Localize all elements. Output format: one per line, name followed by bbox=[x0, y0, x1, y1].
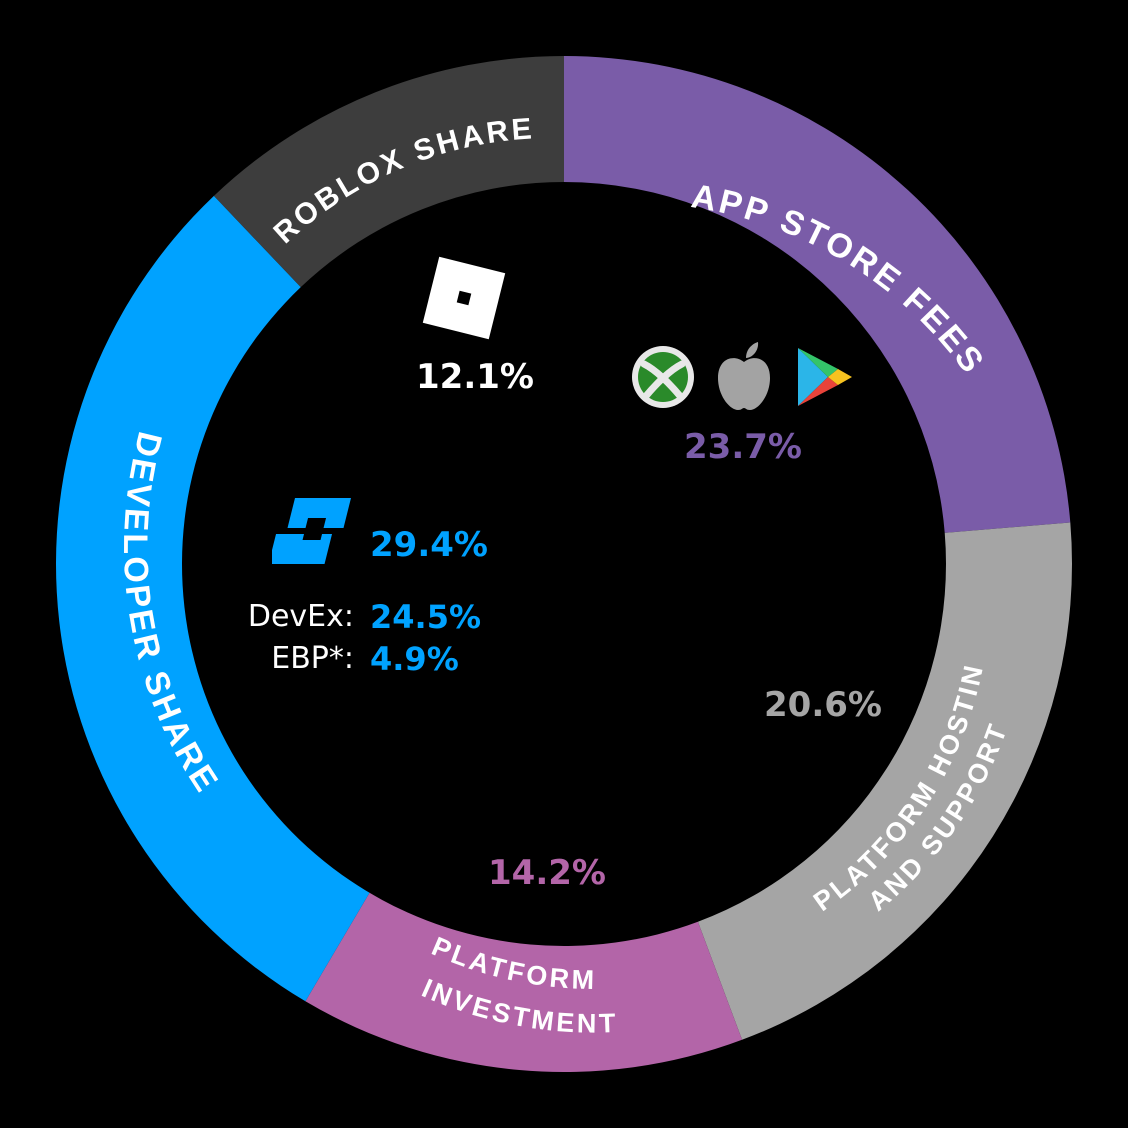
platform-investment-value: 14.2% bbox=[488, 853, 606, 893]
app-store-fees-value: 23.7% bbox=[684, 427, 802, 467]
apple-icon bbox=[718, 342, 770, 410]
donut-slice-platform-investment bbox=[305, 892, 743, 1072]
roblox-studio-icon bbox=[272, 498, 352, 564]
xbox-icon bbox=[632, 346, 694, 408]
ebp-value: 4.9% bbox=[370, 640, 459, 678]
donut-slice-roblox-share bbox=[213, 56, 565, 288]
donut-slice-platform-hosting-and-support bbox=[697, 522, 1072, 1040]
developer-share-value: 29.4% bbox=[370, 525, 488, 565]
roblox-share-value: 12.1% bbox=[416, 357, 534, 397]
platform-hosting-value: 20.6% bbox=[764, 685, 882, 725]
devex-value: 24.5% bbox=[370, 598, 482, 636]
ebp-label: EBP*: bbox=[271, 641, 354, 676]
roblox-logo-icon bbox=[422, 256, 506, 340]
donut-slice-developer-share bbox=[55, 195, 370, 1002]
donut-slices bbox=[55, 56, 1072, 1072]
donut-slice-app-store-fees bbox=[564, 56, 1071, 533]
google-play-icon bbox=[798, 348, 852, 406]
devex-label: DevEx: bbox=[247, 599, 354, 634]
